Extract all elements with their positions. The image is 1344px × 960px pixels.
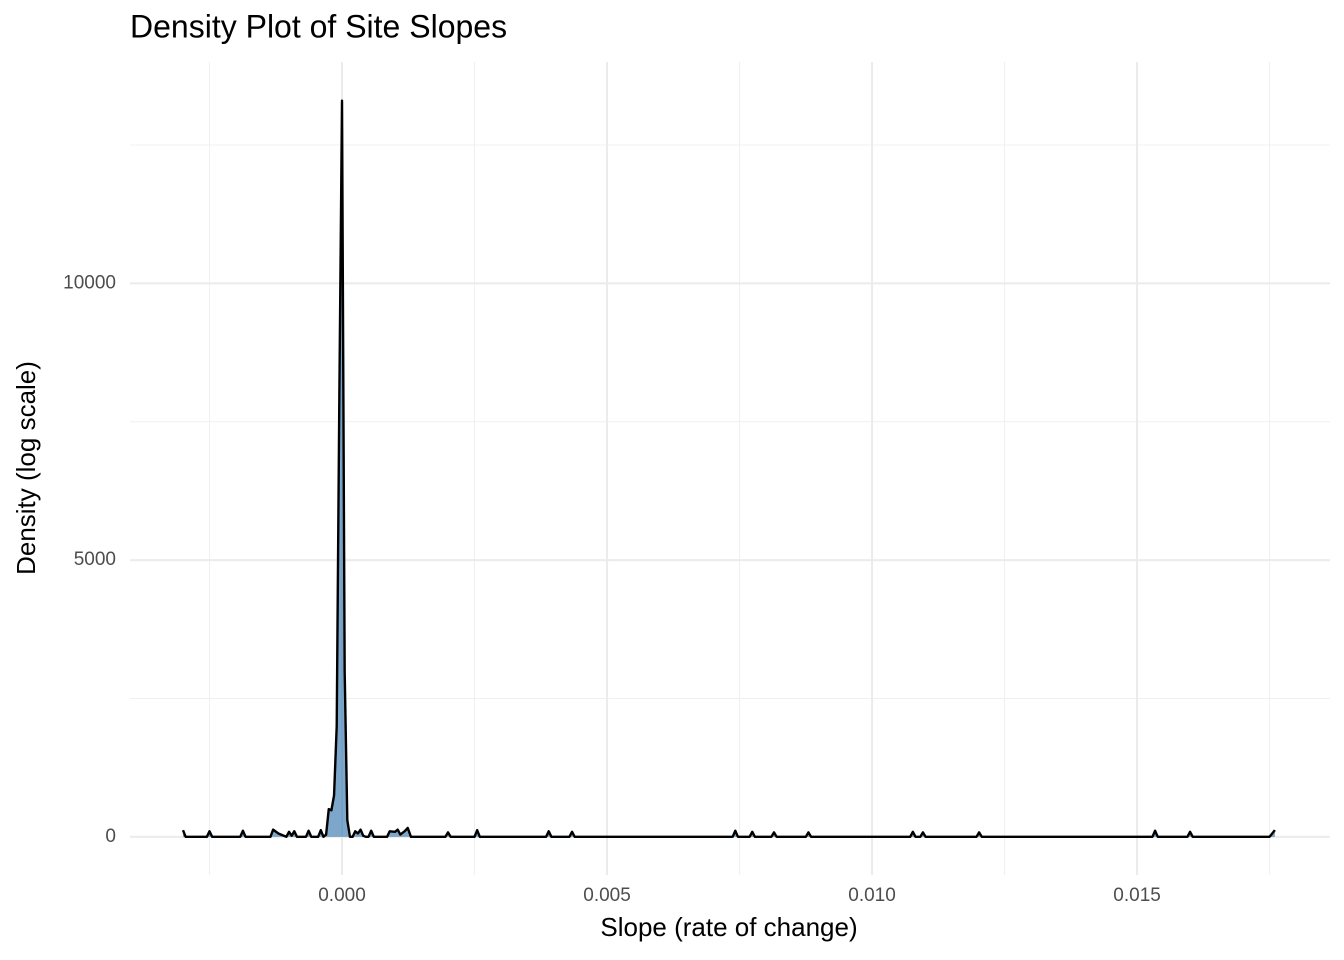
y-tick-label: 0 — [105, 826, 116, 847]
y-axis-title: Density (log scale) — [11, 361, 41, 575]
y-tick-label: 5000 — [74, 549, 116, 570]
x-tick-label: 0.005 — [583, 885, 631, 906]
x-axis-title: Slope (rate of change) — [600, 912, 857, 942]
y-tick-label: 10000 — [63, 272, 116, 293]
x-tick-label: 0.010 — [848, 885, 896, 906]
x-tick-label: 0.015 — [1113, 885, 1161, 906]
chart-title: Density Plot of Site Slopes — [130, 8, 507, 44]
density-line — [181, 99, 1276, 839]
x-tick-label: 0.000 — [318, 885, 366, 906]
